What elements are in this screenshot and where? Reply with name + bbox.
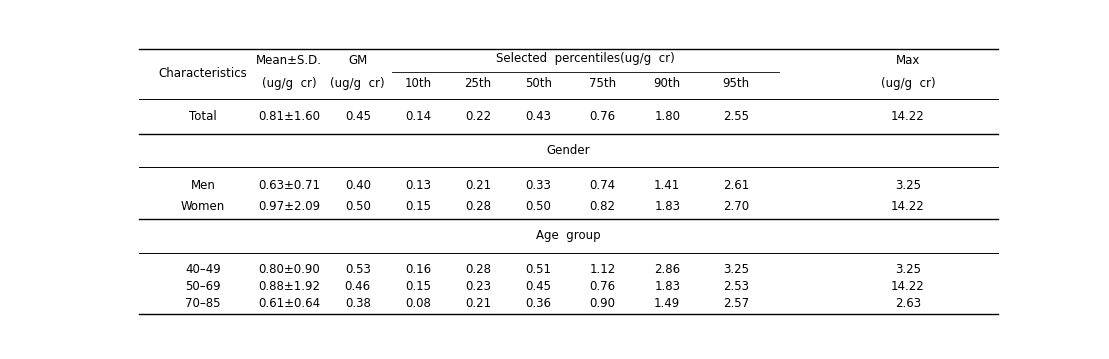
Text: 0.80±0.90: 0.80±0.90 [258,263,319,276]
Text: Total: Total [190,110,217,123]
Text: 14.22: 14.22 [891,200,925,213]
Text: 0.50: 0.50 [526,200,551,213]
Text: 1.80: 1.80 [654,110,680,123]
Text: 2.63: 2.63 [895,297,920,310]
Text: 0.76: 0.76 [590,280,615,293]
Text: 0.51: 0.51 [526,263,551,276]
Text: 0.23: 0.23 [465,280,491,293]
Text: 0.46: 0.46 [345,280,370,293]
Text: 0.16: 0.16 [405,263,431,276]
Text: 0.28: 0.28 [465,263,491,276]
Text: Age  group: Age group [536,229,601,242]
Text: 1.12: 1.12 [590,263,615,276]
Text: 0.74: 0.74 [590,179,615,192]
Text: 50–69: 50–69 [185,280,221,293]
Text: Men: Men [191,179,215,192]
Text: 25th: 25th [465,78,491,90]
Text: Selected  percentiles(ug/g  cr): Selected percentiles(ug/g cr) [496,52,675,65]
Text: 2.57: 2.57 [723,297,749,310]
Text: 0.28: 0.28 [465,200,491,213]
Text: (ug/g  cr): (ug/g cr) [881,78,935,90]
Text: 3.25: 3.25 [895,263,920,276]
Text: 40–49: 40–49 [185,263,221,276]
Text: 0.45: 0.45 [345,110,370,123]
Text: Characteristics: Characteristics [159,67,247,80]
Text: 0.15: 0.15 [405,280,431,293]
Text: 1.83: 1.83 [654,200,680,213]
Text: 0.21: 0.21 [465,297,491,310]
Text: Gender: Gender [547,144,590,157]
Text: 0.43: 0.43 [526,110,551,123]
Text: 0.22: 0.22 [465,110,491,123]
Text: 0.82: 0.82 [590,200,615,213]
Text: Max: Max [896,53,920,66]
Text: 2.55: 2.55 [723,110,749,123]
Text: Mean±S.D.: Mean±S.D. [256,53,322,66]
Text: 90th: 90th [653,78,681,90]
Text: 10th: 10th [405,78,431,90]
Text: 0.53: 0.53 [345,263,370,276]
Text: GM: GM [348,53,367,66]
Text: 0.08: 0.08 [405,297,431,310]
Text: 70–85: 70–85 [185,297,221,310]
Text: 1.83: 1.83 [654,280,680,293]
Text: 0.14: 0.14 [405,110,431,123]
Text: 3.25: 3.25 [895,179,920,192]
Text: 0.21: 0.21 [465,179,491,192]
Text: (ug/g  cr): (ug/g cr) [330,78,385,90]
Text: 3.25: 3.25 [723,263,749,276]
Text: 14.22: 14.22 [891,110,925,123]
Text: 0.13: 0.13 [405,179,431,192]
Text: 2.53: 2.53 [723,280,749,293]
Text: 0.36: 0.36 [526,297,551,310]
Text: 0.90: 0.90 [590,297,615,310]
Text: 14.22: 14.22 [891,280,925,293]
Text: Women: Women [181,200,225,213]
Text: 50th: 50th [525,78,552,90]
Text: 2.86: 2.86 [654,263,680,276]
Text: 2.70: 2.70 [723,200,749,213]
Text: (ug/g  cr): (ug/g cr) [262,78,316,90]
Text: 0.50: 0.50 [345,200,370,213]
Text: 1.41: 1.41 [654,179,680,192]
Text: 0.33: 0.33 [526,179,551,192]
Text: 0.40: 0.40 [345,179,370,192]
Text: 95th: 95th [722,78,750,90]
Text: 0.97±2.09: 0.97±2.09 [258,200,321,213]
Text: 0.81±1.60: 0.81±1.60 [258,110,321,123]
Text: 2.61: 2.61 [723,179,749,192]
Text: 0.88±1.92: 0.88±1.92 [258,280,321,293]
Text: 75th: 75th [589,78,617,90]
Text: 0.76: 0.76 [590,110,615,123]
Text: 0.61±0.64: 0.61±0.64 [258,297,321,310]
Text: 0.38: 0.38 [345,297,370,310]
Text: 0.15: 0.15 [405,200,431,213]
Text: 1.49: 1.49 [654,297,680,310]
Text: 0.63±0.71: 0.63±0.71 [258,179,321,192]
Text: 0.45: 0.45 [526,280,551,293]
